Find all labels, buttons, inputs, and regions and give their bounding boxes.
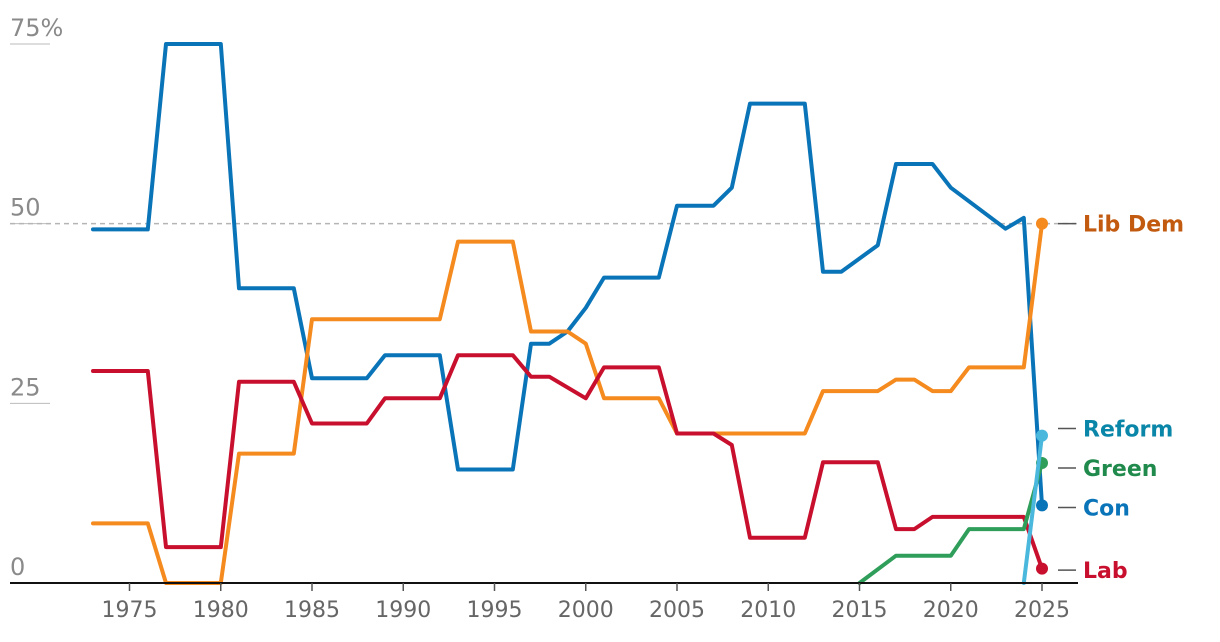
x-tick-label: 2020 [923,598,979,623]
y-axis-ticks: 0 25 50 75% [10,14,63,581]
x-tick-label: 1975 [102,598,158,623]
x-tick-label: 1985 [284,598,340,623]
series-line-con [91,42,1044,508]
series-label-lib-dem: Lib Dem [1083,213,1184,238]
x-tick-label: 2010 [740,598,796,623]
x-tick-label: 2015 [832,598,888,623]
x-tick-label: 1990 [375,598,431,623]
series-label-reform: Reform [1083,417,1173,442]
series-label-lab: Lab [1083,559,1128,584]
x-tick-label: 1995 [467,598,523,623]
series-line-lib-dem [91,221,1044,585]
x-tick-label: 2000 [558,598,614,623]
x-tick-label: 2005 [649,598,705,623]
series-line-reform [1021,433,1044,585]
series-end-dot-con [1036,499,1048,512]
series-end-dot-reform [1036,429,1048,442]
series-lines [91,42,1048,585]
series-end-dot-lab [1036,562,1048,575]
series-line-green [857,461,1044,585]
x-tick-label: 1980 [193,598,249,623]
y-tick-label: 50 [10,194,41,222]
x-axis-ticks: 1975 1980 1985 1990 1995 2000 2005 2010 2015 2020… [102,583,1070,623]
series-label-con: Con [1083,497,1130,522]
series-label-green: Green [1083,457,1157,482]
y-tick-label: 75% [10,14,63,42]
x-tick-label: 2025 [1014,598,1070,623]
y-tick-label: 0 [10,553,25,581]
series-end-dot-lib-dem [1036,217,1048,230]
y-tick-label: 25 [10,373,41,401]
series-labels: Lib Dem Reform Green Con Lab [1058,213,1184,584]
series-line-lab [91,353,1044,571]
